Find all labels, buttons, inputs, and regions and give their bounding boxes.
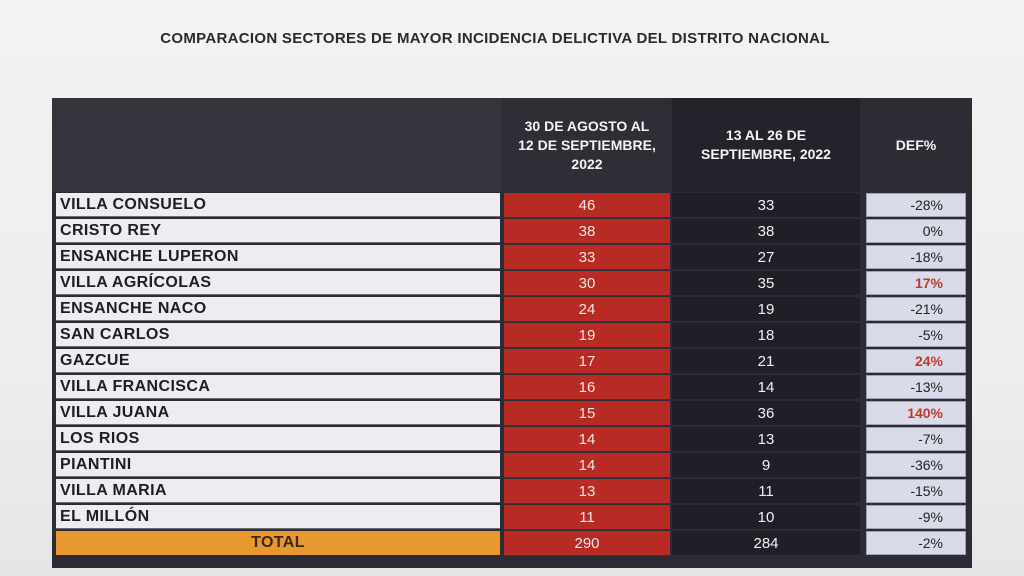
sector-name-cell: SAN CARLOS: [56, 323, 500, 347]
period-1-value-cell: 33: [504, 245, 670, 270]
table-row: EL MILLÓN 11 10 -9%: [52, 504, 972, 530]
period-1-value-cell: 13: [504, 479, 670, 504]
table-row: LOS RIOS 14 13 -7%: [52, 426, 972, 452]
table-row: VILLA MARIA 13 11 -15%: [52, 478, 972, 504]
table-row: VILLA FRANCISCA 16 14 -13%: [52, 374, 972, 400]
period-2-value-cell: 19: [672, 297, 860, 321]
sector-name-cell: LOS RIOS: [56, 427, 500, 451]
page-title: COMPARACION SECTORES DE MAYOR INCIDENCIA…: [160, 30, 830, 47]
diff-percent-cell: 0%: [866, 219, 966, 243]
period-1-value-cell: 19: [504, 323, 670, 348]
diff-percent-cell: -5%: [866, 323, 966, 347]
diff-percent-cell: -21%: [866, 297, 966, 321]
sector-name-cell: VILLA MARIA: [56, 479, 500, 503]
sector-name-cell: ENSANCHE NACO: [56, 297, 500, 321]
sector-name-cell: ENSANCHE LUPERON: [56, 245, 500, 269]
sector-header-cell: [52, 98, 502, 192]
total-period-1-cell: 290: [504, 531, 670, 556]
period-2-value-cell: 14: [672, 375, 860, 399]
sector-name-cell: VILLA AGRÍCOLAS: [56, 271, 500, 295]
period-1-value-cell: 16: [504, 375, 670, 400]
sector-name-cell: VILLA FRANCISCA: [56, 375, 500, 399]
period-2-value-cell: 13: [672, 427, 860, 451]
total-period-2-cell: 284: [672, 531, 860, 555]
table-row: VILLA JUANA 15 36 140%: [52, 400, 972, 426]
total-diff-cell: -2%: [866, 531, 966, 555]
sector-name-cell: VILLA CONSUELO: [56, 193, 500, 217]
diff-percent-cell: -18%: [866, 245, 966, 269]
period-2-value-cell: 38: [672, 219, 860, 243]
period-2-value-cell: 18: [672, 323, 860, 347]
diff-percent-cell: 140%: [866, 401, 966, 425]
table-row: SAN CARLOS 19 18 -5%: [52, 322, 972, 348]
period-1-value-cell: 17: [504, 349, 670, 374]
period-2-value-cell: 27: [672, 245, 860, 269]
comparison-table: 30 DE AGOSTO AL 12 DE SEPTIEMBRE, 2022 13 …: [52, 98, 972, 568]
sector-name-cell: PIANTINI: [56, 453, 500, 477]
total-label-cell: TOTAL: [56, 531, 500, 555]
diff-percent-cell: -28%: [866, 193, 966, 217]
diff-percent-cell: -7%: [866, 427, 966, 451]
period-2-value-cell: 35: [672, 271, 860, 295]
sector-name-cell: VILLA JUANA: [56, 401, 500, 425]
header-diff: DEF%: [864, 98, 968, 192]
period-1-value-cell: 11: [504, 505, 670, 530]
sector-name-cell: GAZCUE: [56, 349, 500, 373]
diff-percent-cell: -36%: [866, 453, 966, 477]
period-1-value-cell: 46: [504, 193, 670, 218]
period-1-value-cell: 30: [504, 271, 670, 296]
table-row: ENSANCHE LUPERON 33 27 -18%: [52, 244, 972, 270]
period-2-value-cell: 36: [672, 401, 860, 425]
table-row: GAZCUE 17 21 24%: [52, 348, 972, 374]
diff-percent-cell: -13%: [866, 375, 966, 399]
table-row: PIANTINI 14 9 -36%: [52, 452, 972, 478]
period-2-value-cell: 9: [672, 453, 860, 477]
diff-percent-cell: -9%: [866, 505, 966, 529]
total-row: TOTAL 290 284 -2%: [52, 530, 972, 556]
period-1-value-cell: 14: [504, 427, 670, 452]
period-2-value-cell: 10: [672, 505, 860, 529]
table-row: VILLA CONSUELO 46 33 -28%: [52, 192, 972, 218]
period-1-value-cell: 24: [504, 297, 670, 322]
sector-name-cell: CRISTO REY: [56, 219, 500, 243]
period-2-value-cell: 21: [672, 349, 860, 373]
period-1-value-cell: 15: [504, 401, 670, 426]
diff-percent-cell: -15%: [866, 479, 966, 503]
sector-name-cell: EL MILLÓN: [56, 505, 500, 529]
period-2-value-cell: 11: [672, 479, 860, 503]
table-row: ENSANCHE NACO 24 19 -21%: [52, 296, 972, 322]
diff-percent-cell: 24%: [866, 349, 966, 373]
table-row: VILLA AGRÍCOLAS 30 35 17%: [52, 270, 972, 296]
table-body: VILLA CONSUELO 46 33 -28% CRISTO REY 38 38 0% EN…: [52, 192, 972, 556]
period-1-value-cell: 38: [504, 219, 670, 244]
header-period-1: 30 DE AGOSTO AL 12 DE SEPTIEMBRE, 2022: [504, 98, 670, 192]
table-row: CRISTO REY 38 38 0%: [52, 218, 972, 244]
diff-percent-cell: 17%: [866, 271, 966, 295]
period-2-value-cell: 33: [672, 193, 860, 217]
header-period-2: 13 AL 26 DE SEPTIEMBRE, 2022: [672, 98, 860, 192]
period-1-value-cell: 14: [504, 453, 670, 478]
